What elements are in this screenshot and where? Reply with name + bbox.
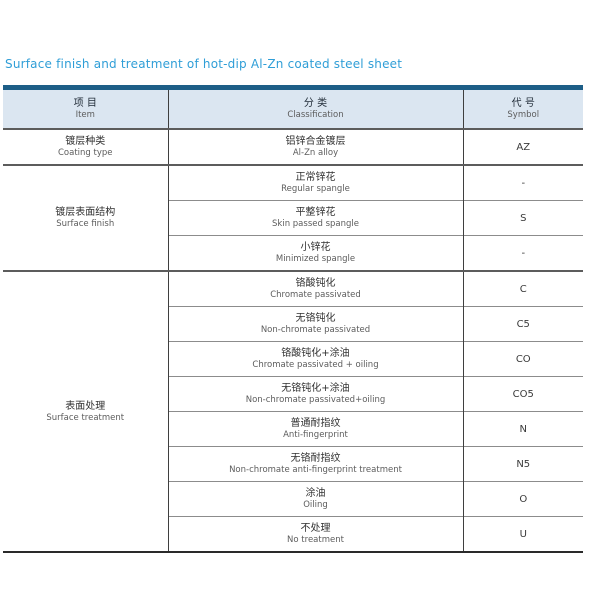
item-cell-surface-finish: 镀层表面结构 Surface finish	[3, 164, 169, 271]
classification-cn: 铬酸钝化+涂油	[281, 348, 350, 360]
classification-en: Oiling	[303, 500, 328, 511]
classification-en: No treatment	[287, 535, 344, 546]
item-cell-surface-treatment: 表面处理 Surface treatment	[3, 270, 169, 552]
classification-cell: 涂油 Oiling	[168, 481, 464, 517]
page-title: Surface finish and treatment of hot-dip …	[5, 57, 403, 71]
item-cn: 表面处理	[65, 400, 106, 412]
symbol-value: CO5	[512, 388, 534, 400]
classification-en: Skin passed spangle	[272, 219, 359, 230]
header-item-en: Item	[75, 110, 95, 121]
classification-en: Anti-fingerprint	[283, 430, 348, 441]
table-row: 平整锌花 Skin passed spangle S	[3, 200, 583, 236]
symbol-cell: AZ	[463, 128, 583, 165]
header-symbol-en: Symbol	[507, 110, 540, 121]
symbol-cell: -	[463, 164, 583, 201]
symbol-value: C	[519, 283, 527, 295]
classification-cell: 铬酸钝化+涂油 Chromate passivated + oiling	[168, 341, 464, 377]
header-row: 项 目 Item 分 类 Classification 代 号 Symbol	[3, 87, 583, 130]
classification-cn: 无铬钝化	[295, 313, 336, 325]
item-cn: 镀层种类	[65, 136, 106, 148]
classification-cell: 铬酸钝化 Chromate passivated	[168, 270, 464, 307]
classification-cn: 无铬钝化+涂油	[281, 383, 350, 395]
classification-cn: 普通耐指纹	[290, 418, 341, 430]
classification-cn: 无铬耐指纹	[290, 453, 341, 465]
classification-cn: 平整锌花	[295, 207, 336, 219]
symbol-value: N5	[516, 458, 531, 470]
classification-cell: 无铬钝化+涂油 Non-chromate passivated+oiling	[168, 376, 464, 412]
table-row: 无铬耐指纹 Non-chromate anti-fingerprint trea…	[3, 446, 583, 482]
table-row: 镀层表面结构 Surface finish 正常锌花 Regular spang…	[3, 164, 583, 271]
symbol-cell: U	[463, 516, 583, 552]
classification-cell: 无铬耐指纹 Non-chromate anti-fingerprint trea…	[168, 446, 464, 482]
classification-en: Regular spangle	[281, 184, 350, 195]
header-symbol-cn: 代 号	[511, 98, 535, 110]
table-row: 普通耐指纹 Anti-fingerprint N	[3, 411, 583, 447]
symbol-value: CO	[515, 353, 531, 365]
classification-cn: 铝锌合金镀层	[285, 136, 346, 148]
table-row: 不处理 No treatment U	[3, 516, 583, 552]
symbol-value: O	[519, 493, 528, 505]
classification-cell: 不处理 No treatment	[168, 516, 464, 552]
symbol-cell: N5	[463, 446, 583, 482]
classification-en: Non-chromate anti-fingerprint treatment	[229, 465, 402, 476]
symbol-cell: N	[463, 411, 583, 447]
classification-en: Non-chromate passivated	[260, 325, 371, 336]
table-row: 铬酸钝化+涂油 Chromate passivated + oiling CO	[3, 341, 583, 377]
item-en: Surface treatment	[46, 412, 125, 423]
symbol-cell: S	[463, 200, 583, 236]
classification-cell: 小锌花 Minimized spangle	[168, 235, 464, 271]
table-row: 涂油 Oiling O	[3, 481, 583, 517]
table-row: 小锌花 Minimized spangle -	[3, 235, 583, 271]
classification-cell: 普通耐指纹 Anti-fingerprint	[168, 411, 464, 447]
classification-cell: 无铬钝化 Non-chromate passivated	[168, 306, 464, 342]
header-symbol: 代 号 Symbol	[463, 87, 583, 130]
symbol-value: N	[519, 423, 527, 435]
symbol-value: C5	[516, 318, 530, 330]
classification-en: Non-chromate passivated+oiling	[245, 395, 386, 406]
spec-table: 项 目 Item 分 类 Classification 代 号 Symbol 镀…	[3, 85, 583, 553]
symbol-value: S	[520, 212, 527, 224]
table-row: 无铬钝化 Non-chromate passivated C5	[3, 306, 583, 342]
item-cell-coating-type: 镀层种类 Coating type	[3, 128, 169, 165]
symbol-cell: CO	[463, 341, 583, 377]
table-row: 表面处理 Surface treatment 铬酸钝化 Chromate pas…	[3, 270, 583, 552]
classification-cn: 小锌花	[300, 242, 331, 254]
header-item: 项 目 Item	[3, 87, 169, 130]
header-classification: 分 类 Classification	[168, 87, 464, 130]
table-row: 镀层种类 Coating type 铝锌合金镀层 Al-Zn alloy AZ	[3, 128, 583, 165]
classification-cell: 铝锌合金镀层 Al-Zn alloy	[168, 128, 464, 165]
symbol-cell: CO5	[463, 376, 583, 412]
symbol-cell: O	[463, 481, 583, 517]
classification-en: Chromate passivated	[270, 290, 361, 301]
symbol-cell: -	[463, 235, 583, 271]
classification-cn: 正常锌花	[295, 172, 336, 184]
classification-cell: 正常锌花 Regular spangle	[168, 164, 464, 201]
classification-en: Minimized spangle	[275, 254, 356, 265]
classification-cn: 铬酸钝化	[295, 278, 336, 290]
symbol-cell: C5	[463, 306, 583, 342]
classification-cn: 涂油	[305, 488, 326, 500]
symbol-value: AZ	[516, 141, 531, 153]
classification-cn: 不处理	[300, 523, 331, 535]
header-classification-en: Classification	[287, 110, 344, 121]
table-row: 无铬钝化+涂油 Non-chromate passivated+oiling C…	[3, 376, 583, 412]
item-cn: 镀层表面结构	[55, 207, 116, 219]
symbol-value: -	[521, 177, 526, 189]
item-en: Surface finish	[56, 219, 115, 230]
symbol-value: -	[521, 247, 526, 259]
symbol-value: U	[519, 528, 527, 540]
header-item-cn: 项 目	[73, 98, 97, 110]
item-en: Coating type	[57, 148, 113, 159]
classification-cell: 平整锌花 Skin passed spangle	[168, 200, 464, 236]
classification-en: Al-Zn alloy	[292, 148, 339, 159]
symbol-cell: C	[463, 270, 583, 307]
header-classification-cn: 分 类	[303, 98, 328, 110]
classification-en: Chromate passivated + oiling	[252, 360, 379, 371]
